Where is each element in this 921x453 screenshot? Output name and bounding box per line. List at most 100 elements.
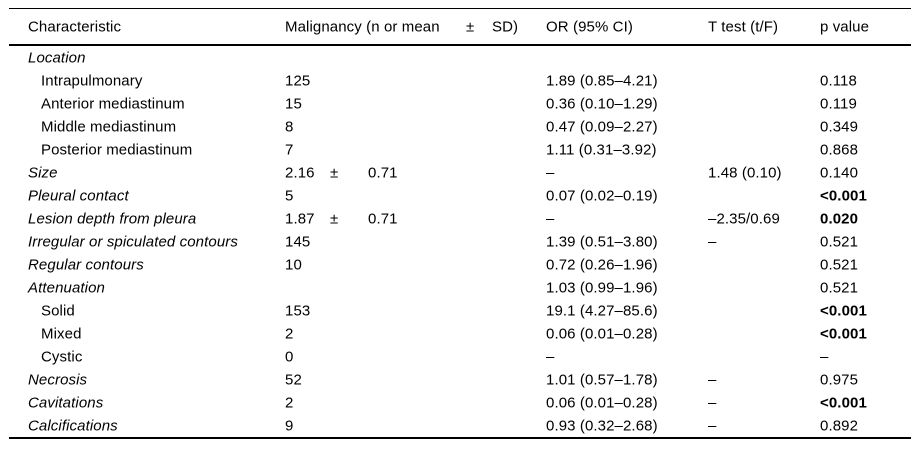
cell-or-95ci: – [546, 210, 555, 227]
cell-ttest: – [708, 417, 717, 434]
row-label: Size [28, 164, 58, 181]
cell-pvalue: 0.349 [820, 118, 859, 135]
cell-malignancy: 8 [285, 118, 294, 135]
cell-ttest: – [708, 371, 717, 388]
row-label: Cystic [41, 348, 83, 365]
cell-pvalue: 0.521 [820, 233, 859, 250]
col-header-pvalue: p value [820, 18, 870, 35]
cell-malignancy: 2 [285, 325, 294, 342]
cell-or-95ci: 1.11 (0.31–3.92) [546, 141, 657, 158]
table-row: Irregular or spiculated contours 145 1.3… [9, 230, 911, 253]
cell-malignancy: 52 [285, 371, 302, 388]
cell-pvalue: 0.521 [820, 256, 859, 273]
cell-pvalue: 0.118 [820, 72, 857, 89]
cell-ttest: – [708, 233, 717, 250]
table-row: Size 2.16 ± 0.71 – 1.48 (0.10) 0.140 [9, 161, 911, 184]
cell-pvalue: 0.119 [820, 95, 857, 112]
cell-malignancy: 10 [285, 256, 302, 273]
table-row: Calcifications 9 0.93 (0.32–2.68) – 0.89… [9, 414, 911, 437]
row-label: Mixed [41, 325, 82, 342]
cell-or-95ci: 0.06 (0.01–0.28) [546, 325, 658, 342]
row-label: Calcifications [28, 417, 118, 434]
cell-or-95ci: 1.01 (0.57–1.78) [546, 371, 658, 388]
cell-sd: 0.71 [368, 164, 398, 181]
row-label: Cavitations [28, 394, 104, 411]
cell-malignancy: 5 [285, 187, 294, 204]
table-row: Location [9, 46, 911, 69]
cell-malignancy: 125 [285, 72, 311, 89]
table-row: Intrapulmonary 125 1.89 (0.85–4.21) 0.11… [9, 69, 911, 92]
cell-or-95ci: – [546, 348, 555, 365]
cell-or-95ci: 19.1 (4.27–85.6) [546, 302, 658, 319]
table-row: Posterior mediastinum 7 1.11 (0.31–3.92)… [9, 138, 911, 161]
cell-pvalue: <0.001 [820, 325, 867, 342]
cell-or-95ci: 1.03 (0.99–1.96) [546, 279, 658, 296]
col-header-sd: SD) [492, 18, 519, 35]
cell-or-95ci: 0.93 (0.32–2.68) [546, 417, 658, 434]
col-header-characteristic: Characteristic [28, 18, 122, 35]
table-row: Cavitations 2 0.06 (0.01–0.28) – <0.001 [9, 391, 911, 414]
row-label: Solid [41, 302, 75, 319]
cell-malignancy: 0 [285, 348, 294, 365]
row-label: Attenuation [28, 279, 105, 296]
row-label: Regular contours [28, 256, 144, 273]
cell-pvalue: <0.001 [820, 394, 867, 411]
cell-malignancy: 15 [285, 95, 302, 112]
table-row: Solid 153 19.1 (4.27–85.6) <0.001 [9, 299, 911, 322]
row-label: Anterior mediastinum [41, 95, 185, 112]
col-header-malignancy: Malignancy (n or mean [285, 18, 440, 35]
cell-malignancy: 1.87 [285, 210, 315, 227]
cell-pvalue: 0.892 [820, 417, 859, 434]
cell-pvalue: 0.020 [820, 210, 859, 227]
col-header-or-95ci: OR (95% CI) [546, 18, 633, 35]
row-label: Pleural contact [28, 187, 129, 204]
table-row: Pleural contact 5 0.07 (0.02–0.19) <0.00… [9, 184, 911, 207]
row-label: Intrapulmonary [41, 72, 143, 89]
cell-malignancy: 2 [285, 394, 294, 411]
cell-ttest: –2.35/0.69 [708, 210, 780, 227]
cell-or-95ci: 0.72 (0.26–1.96) [546, 256, 658, 273]
cell-or-95ci: – [546, 164, 555, 181]
table-header-row: Characteristic Malignancy (n or mean ± S… [9, 8, 911, 46]
cell-ttest: 1.48 (0.10) [708, 164, 782, 181]
table-body: Location Intrapulmonary 125 1.89 (0.85–4… [9, 46, 911, 439]
table-row: Regular contours 10 0.72 (0.26–1.96) 0.5… [9, 253, 911, 276]
row-label: Posterior mediastinum [41, 141, 193, 158]
cell-pvalue: 0.868 [820, 141, 859, 158]
cell-malignancy: 145 [285, 233, 311, 250]
table-row: Lesion depth from pleura 1.87 ± 0.71 – –… [9, 207, 911, 230]
cell-malignancy: 2.16 [285, 164, 315, 181]
table-row: Attenuation 1.03 (0.99–1.96) 0.521 [9, 276, 911, 299]
cell-ttest: – [708, 394, 717, 411]
table-row: Middle mediastinum 8 0.47 (0.09–2.27) 0.… [9, 115, 911, 138]
cell-plusminus: ± [330, 164, 339, 181]
cell-or-95ci: 1.39 (0.51–3.80) [546, 233, 658, 250]
cell-or-95ci: 0.07 (0.02–0.19) [546, 187, 658, 204]
statistics-table: Characteristic Malignancy (n or mean ± S… [9, 8, 911, 439]
cell-malignancy: 7 [285, 141, 294, 158]
row-label: Irregular or spiculated contours [28, 233, 238, 250]
cell-plusminus: ± [330, 210, 339, 227]
cell-pvalue: – [820, 348, 829, 365]
cell-pvalue: 0.521 [820, 279, 859, 296]
cell-or-95ci: 1.89 (0.85–4.21) [546, 72, 658, 89]
cell-or-95ci: 0.47 (0.09–2.27) [546, 118, 658, 135]
cell-pvalue: <0.001 [820, 187, 867, 204]
table-row: Cystic 0 – – [9, 345, 911, 368]
table-row: Anterior mediastinum 15 0.36 (0.10–1.29)… [9, 92, 911, 115]
cell-pvalue: <0.001 [820, 302, 867, 319]
row-label: Middle mediastinum [41, 118, 177, 135]
col-header-plusminus: ± [466, 18, 475, 35]
cell-pvalue: 0.975 [820, 371, 859, 388]
table-row: Mixed 2 0.06 (0.01–0.28) <0.001 [9, 322, 911, 345]
row-label: Location [28, 49, 86, 66]
cell-malignancy: 9 [285, 417, 294, 434]
col-header-ttest: T test (t/F) [708, 18, 779, 35]
cell-or-95ci: 0.36 (0.10–1.29) [546, 95, 658, 112]
cell-pvalue: 0.140 [820, 164, 859, 181]
row-label: Lesion depth from pleura [28, 210, 197, 227]
cell-sd: 0.71 [368, 210, 398, 227]
cell-or-95ci: 0.06 (0.01–0.28) [546, 394, 658, 411]
row-label: Necrosis [28, 371, 88, 388]
